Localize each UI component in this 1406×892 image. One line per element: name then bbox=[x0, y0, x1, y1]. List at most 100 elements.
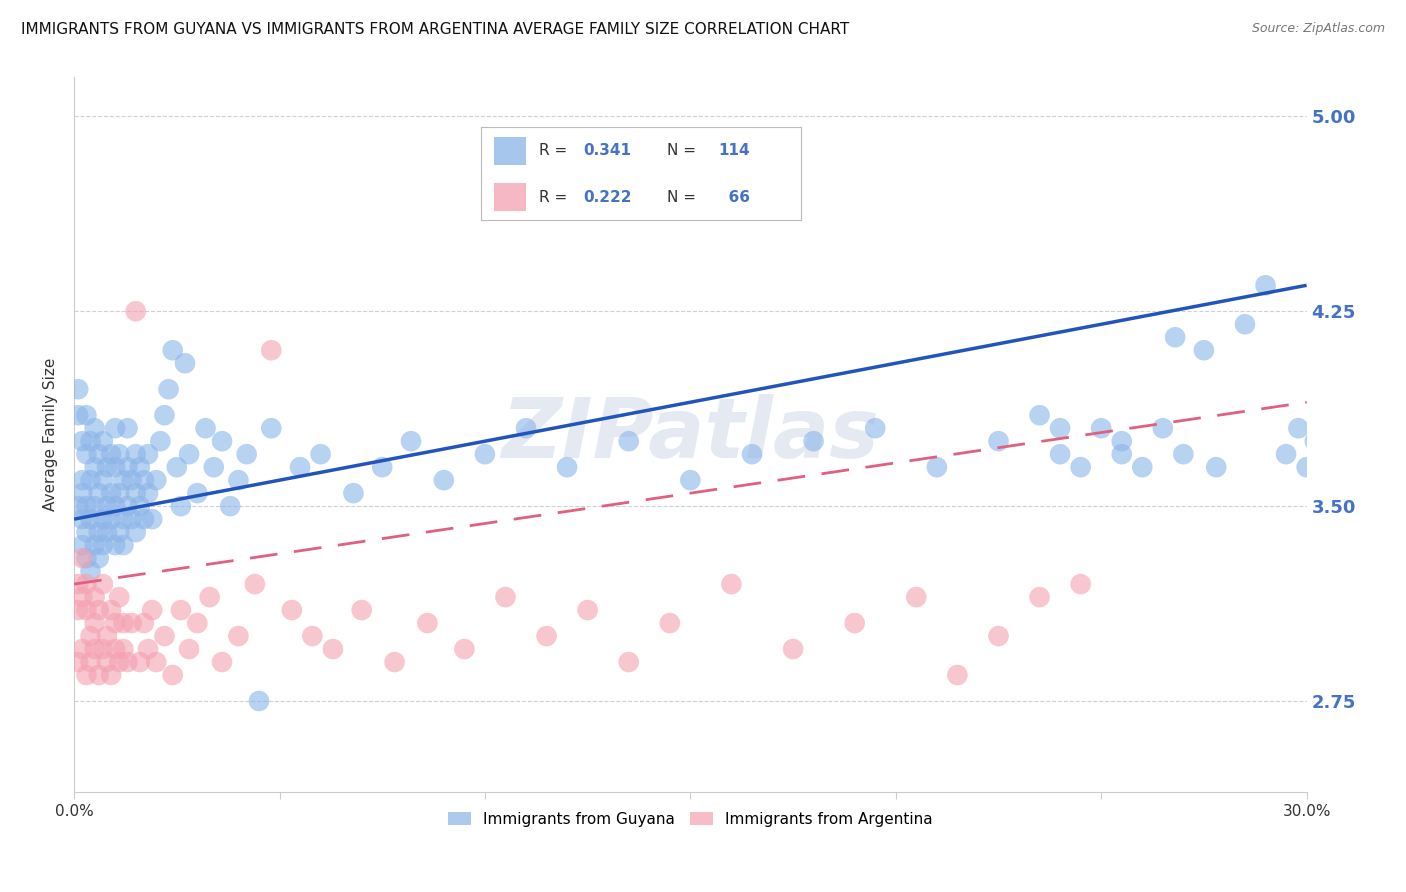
Point bbox=[112, 512, 135, 526]
Point bbox=[1111, 447, 1133, 461]
Point bbox=[108, 590, 131, 604]
Point bbox=[128, 499, 150, 513]
Point bbox=[104, 538, 127, 552]
Text: ZIPatlas: ZIPatlas bbox=[502, 394, 879, 475]
Point bbox=[1316, 395, 1339, 409]
Point bbox=[96, 499, 118, 513]
Point bbox=[72, 590, 94, 604]
Point bbox=[100, 447, 122, 461]
Point bbox=[260, 421, 283, 435]
Point bbox=[186, 616, 208, 631]
Point bbox=[132, 512, 155, 526]
Point bbox=[72, 512, 94, 526]
Point bbox=[166, 460, 188, 475]
Point bbox=[179, 447, 201, 461]
Point bbox=[1111, 434, 1133, 449]
Point bbox=[371, 460, 394, 475]
Point bbox=[87, 486, 110, 500]
Point bbox=[281, 603, 304, 617]
Point bbox=[67, 577, 90, 591]
Point bbox=[149, 434, 172, 449]
Point bbox=[104, 499, 127, 513]
Point bbox=[235, 447, 257, 461]
Point bbox=[132, 473, 155, 487]
Point bbox=[112, 616, 135, 631]
Point bbox=[91, 434, 114, 449]
Point bbox=[170, 603, 193, 617]
Point bbox=[104, 642, 127, 657]
Text: Source: ZipAtlas.com: Source: ZipAtlas.com bbox=[1251, 22, 1385, 36]
Point bbox=[1070, 460, 1092, 475]
Point bbox=[100, 603, 122, 617]
Point bbox=[91, 473, 114, 487]
Point bbox=[384, 655, 406, 669]
Point bbox=[67, 603, 90, 617]
Point bbox=[91, 577, 114, 591]
Point bbox=[433, 473, 456, 487]
Point bbox=[91, 512, 114, 526]
Point bbox=[108, 447, 131, 461]
Point bbox=[75, 551, 97, 566]
Point bbox=[136, 486, 159, 500]
Point bbox=[617, 655, 640, 669]
Point bbox=[108, 655, 131, 669]
Point bbox=[67, 499, 90, 513]
Point bbox=[211, 434, 233, 449]
Point bbox=[128, 655, 150, 669]
Point bbox=[198, 590, 221, 604]
Point bbox=[91, 642, 114, 657]
Point bbox=[658, 616, 681, 631]
Point bbox=[136, 447, 159, 461]
Point bbox=[1028, 408, 1050, 422]
Point bbox=[1303, 434, 1326, 449]
Point bbox=[75, 408, 97, 422]
Point bbox=[162, 668, 184, 682]
Point bbox=[247, 694, 270, 708]
Point bbox=[136, 642, 159, 657]
Point bbox=[243, 577, 266, 591]
Point bbox=[186, 486, 208, 500]
Point bbox=[96, 629, 118, 643]
Point bbox=[1152, 421, 1174, 435]
Point bbox=[946, 668, 969, 682]
Point bbox=[87, 603, 110, 617]
Point bbox=[987, 629, 1010, 643]
Point bbox=[79, 512, 101, 526]
Point bbox=[117, 655, 139, 669]
Point bbox=[83, 538, 105, 552]
Point bbox=[87, 525, 110, 540]
Point bbox=[288, 460, 311, 475]
Point bbox=[72, 642, 94, 657]
Point bbox=[75, 447, 97, 461]
Point bbox=[170, 499, 193, 513]
Point bbox=[83, 590, 105, 604]
Point bbox=[104, 421, 127, 435]
Point bbox=[72, 473, 94, 487]
Point bbox=[515, 421, 537, 435]
Point bbox=[104, 616, 127, 631]
Point bbox=[863, 421, 886, 435]
Point bbox=[679, 473, 702, 487]
Point bbox=[576, 603, 599, 617]
Point bbox=[1070, 577, 1092, 591]
Point bbox=[987, 434, 1010, 449]
Point bbox=[202, 460, 225, 475]
Point bbox=[83, 460, 105, 475]
Point bbox=[416, 616, 439, 631]
Point bbox=[228, 629, 250, 643]
Point bbox=[1049, 421, 1071, 435]
Point bbox=[474, 447, 496, 461]
Point bbox=[1275, 447, 1298, 461]
Point bbox=[145, 655, 167, 669]
Point bbox=[96, 655, 118, 669]
Point bbox=[145, 473, 167, 487]
Point bbox=[495, 590, 517, 604]
Point bbox=[75, 668, 97, 682]
Point bbox=[1049, 447, 1071, 461]
Point bbox=[121, 473, 143, 487]
Point bbox=[1164, 330, 1187, 344]
Point bbox=[112, 538, 135, 552]
Point bbox=[125, 447, 148, 461]
Y-axis label: Average Family Size: Average Family Size bbox=[44, 358, 58, 511]
Point bbox=[925, 460, 948, 475]
